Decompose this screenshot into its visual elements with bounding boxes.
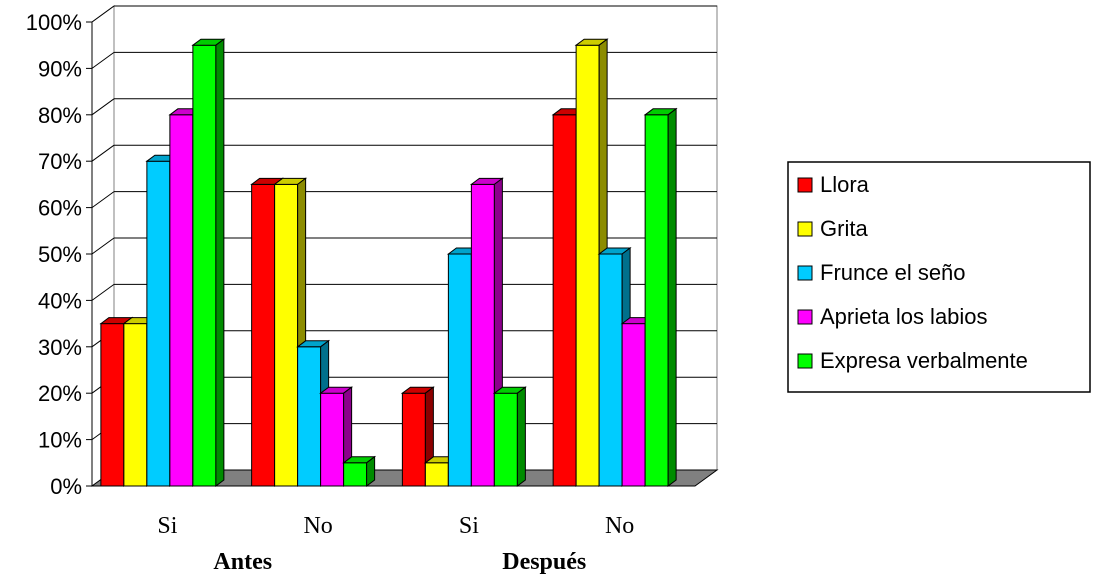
- bar-front: [621, 323, 646, 487]
- bar-front: [575, 44, 600, 487]
- bar-expresa-verbalmente-4: [643, 107, 678, 487]
- y-tick-label: 90%: [38, 56, 82, 81]
- bars: [99, 38, 678, 487]
- bar-side: [667, 107, 677, 487]
- bar-expresa-verbalmente-3: [492, 386, 527, 487]
- gridline-side: [91, 237, 115, 255]
- legend-label: Llora: [820, 172, 870, 197]
- bar-front: [552, 114, 577, 487]
- bar-front: [169, 114, 194, 487]
- bar-front: [100, 323, 125, 487]
- x-tick-label: Si: [157, 513, 177, 539]
- x-tick-label: Si: [459, 513, 479, 539]
- bar-front: [493, 392, 518, 487]
- x-group-label: Después: [502, 549, 586, 575]
- gridline-side: [91, 98, 115, 116]
- bar-side: [516, 386, 526, 487]
- legend-label: Grita: [820, 216, 868, 241]
- gridline-side: [91, 191, 115, 209]
- y-tick-label: 20%: [38, 381, 82, 406]
- gridline-side: [91, 144, 115, 162]
- bar-side: [366, 455, 376, 487]
- y-tick-label: 100%: [26, 10, 82, 35]
- bar-front: [297, 346, 322, 487]
- y-tick-label: 0%: [50, 474, 82, 499]
- legend-label: Aprieta los labios: [820, 304, 988, 329]
- legend-label: Expresa verbalmente: [820, 348, 1028, 373]
- x-tick-label: No: [303, 513, 332, 539]
- bar-front: [146, 160, 171, 487]
- bar-front: [598, 253, 623, 487]
- y-tick-label: 60%: [38, 196, 82, 221]
- y-tick-label: 80%: [38, 103, 82, 128]
- y-tick-label: 70%: [38, 149, 82, 174]
- bar-front: [320, 392, 345, 487]
- x-group-label: Antes: [213, 549, 272, 575]
- legend-swatch: [797, 353, 813, 369]
- y-tick-label: 30%: [38, 335, 82, 360]
- y-tick-label: 50%: [38, 242, 82, 267]
- x-tick-label: No: [605, 513, 634, 539]
- legend-swatch: [797, 177, 813, 193]
- bar-expresa-verbalmente-1: [191, 38, 226, 487]
- bar-front: [192, 44, 217, 487]
- x-axis: Si No Si No Antes Después: [92, 485, 695, 575]
- bar-front: [251, 183, 276, 487]
- gridline-side: [91, 51, 115, 69]
- legend-swatch: [797, 265, 813, 281]
- bar-expresa-verbalmente-2: [342, 455, 377, 487]
- bar-front: [123, 323, 148, 487]
- bar-front: [470, 183, 495, 487]
- bar-front: [274, 183, 299, 487]
- bar-front: [401, 392, 426, 487]
- legend-swatch: [797, 309, 813, 325]
- bar-front: [424, 462, 449, 487]
- legend-box: [787, 161, 1091, 393]
- y-tick-label: 40%: [38, 288, 82, 313]
- legend: Llora Grita Frunce el seño Aprieta los labi…: [787, 161, 1091, 393]
- bar-side: [215, 38, 225, 487]
- bar-front: [447, 253, 472, 487]
- legend-label: Frunce el seño: [820, 260, 966, 285]
- bar-front: [343, 462, 368, 487]
- y-axis: 0% 10% 20% 30% 40% 50% 60% 70% 80% 90% 100%: [26, 10, 93, 499]
- bar-front: [644, 114, 669, 487]
- gridline-side: [91, 5, 115, 23]
- y-tick-label: 10%: [38, 428, 82, 453]
- legend-swatch: [797, 221, 813, 237]
- gridline-side: [91, 283, 115, 301]
